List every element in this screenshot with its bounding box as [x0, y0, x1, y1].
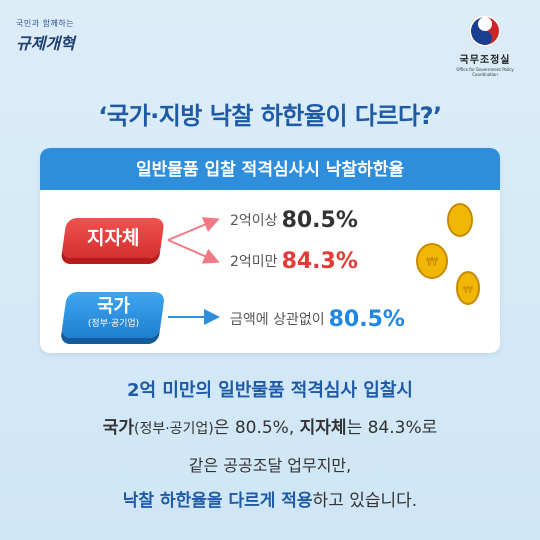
- local-badge-label: 지자체: [86, 227, 140, 249]
- local-government-badge: 지자체: [61, 218, 165, 258]
- awning-scallop: [40, 178, 500, 192]
- row-label: 2억이상: [230, 213, 278, 229]
- row-value: 84.3%: [281, 249, 358, 274]
- local-row-under: 2억미만 84.3%: [230, 249, 358, 274]
- summary-nation: 국가: [102, 418, 134, 438]
- taegeuk-emblem-icon: [468, 14, 502, 48]
- national-government-badge: 국가 (정부·공기업): [60, 292, 166, 338]
- arrow-upper-local: [167, 217, 220, 241]
- nation-badge-sub: (정부·공기업): [87, 319, 140, 329]
- logo-script: 규제개혁: [16, 34, 75, 53]
- arrow-lower-local: [167, 239, 220, 264]
- summary-line-1: 2억 미만의 일반물품 적격심사 입찰시: [127, 380, 413, 401]
- headline: ‘국가·지방 낙찰 하한율이 다르다?’: [98, 102, 442, 130]
- row-label: 금액에 상관없이: [230, 312, 325, 328]
- row-value: 80.5%: [328, 307, 405, 332]
- summary-text-2: 는 84.3%로: [346, 418, 438, 438]
- summary-nation-sub: (정부·공기업): [134, 421, 214, 437]
- gold-coin-icons: ₩ ₩: [416, 203, 480, 305]
- summary-text: 은 80.5%,: [213, 418, 300, 438]
- regulation-reform-logo: 국민과 함께하는 규제개혁: [16, 18, 126, 54]
- nation-row: 금액에 상관없이 80.5%: [230, 307, 405, 332]
- svg-text:₩: ₩: [426, 255, 438, 269]
- org-eng-name: Office for Government Policy Coordinatio…: [456, 67, 514, 77]
- government-logo: 국무조정실 Office for Government Policy Coord…: [450, 14, 520, 77]
- summary-emphasis: 낙찰 하한율을 다르게 적용: [122, 491, 313, 511]
- summary-ending: 하고 있습니다.: [312, 491, 418, 511]
- summary-line-2: 국가(정부·공기업)은 80.5%, 지자체는 84.3%로: [0, 413, 540, 438]
- summary-line-4: 낙찰 하한율을 다르게 적용하고 있습니다.: [0, 486, 540, 511]
- connector-arrows: ₩ ₩: [167, 203, 480, 325]
- card-title: 일반물품 입찰 적격심사시 낙찰하한율: [136, 160, 404, 180]
- logo-tagline: 국민과 함께하는: [16, 19, 75, 28]
- row-value: 80.5%: [281, 208, 358, 233]
- svg-text:₩: ₩: [463, 285, 473, 296]
- summary-local: 지자체: [299, 418, 347, 438]
- row-label: 2억미만: [230, 254, 278, 270]
- org-name: 국무조정실: [459, 55, 511, 66]
- nation-badge-label: 국가: [96, 296, 131, 317]
- local-row-over: 2억이상 80.5%: [230, 208, 358, 233]
- summary-line-3: 같은 공공조달 업무지만,: [188, 456, 352, 475]
